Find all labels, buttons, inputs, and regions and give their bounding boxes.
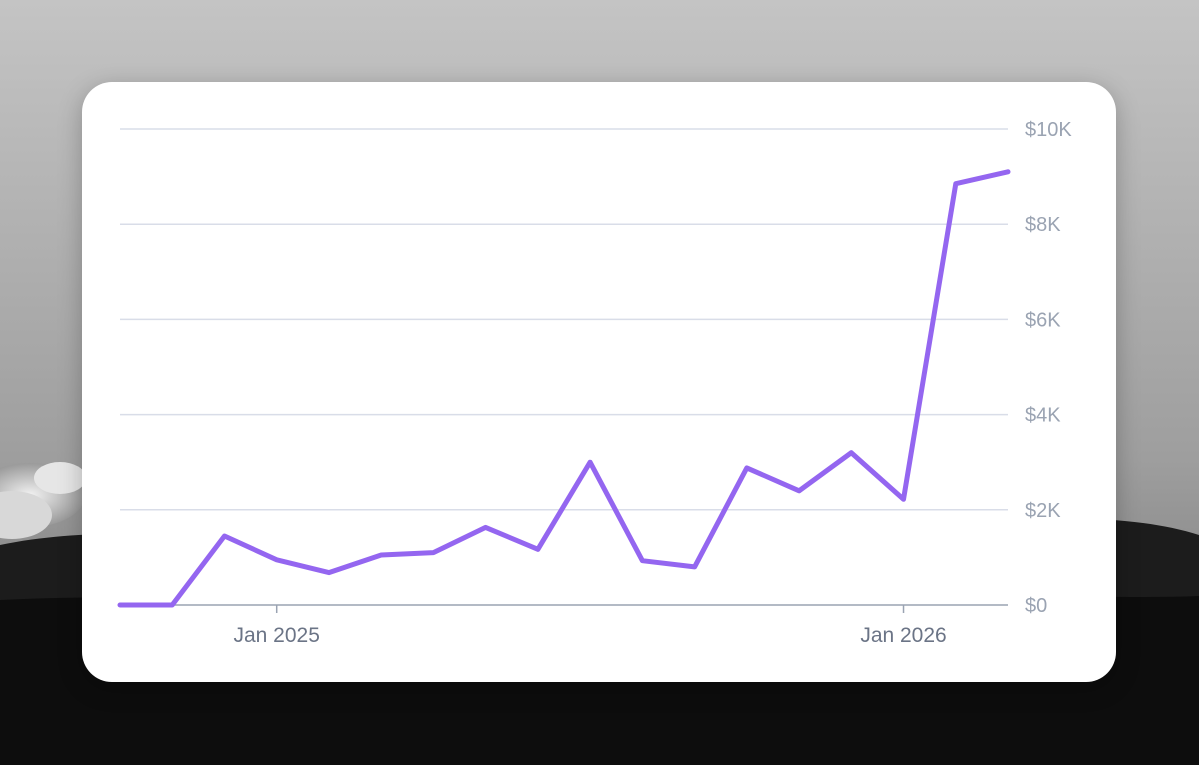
y-tick-label: $2K xyxy=(1025,500,1061,522)
clouds xyxy=(0,462,86,539)
series-layer xyxy=(117,169,1011,608)
gridlines xyxy=(120,128,1008,511)
x-axis-tick-labels: Jan 2025 Jan 2026 xyxy=(233,624,946,647)
y-axis-tick-labels: $0 $2K $4K $6K $8K $10K xyxy=(1025,119,1072,617)
chart-card: $0 $2K $4K $6K $8K $10K Jan 2025 Jan 2026 xyxy=(82,82,1116,682)
y-tick-label: $0 xyxy=(1025,595,1047,617)
series-line xyxy=(117,169,1011,608)
y-tick-label: $6K xyxy=(1025,309,1061,331)
y-tick-label: $10K xyxy=(1025,119,1072,141)
x-tick-label: Jan 2026 xyxy=(860,624,946,647)
x-axis xyxy=(120,604,1008,613)
y-tick-label: $8K xyxy=(1025,214,1061,236)
x-tick-label: Jan 2025 xyxy=(233,624,319,647)
line-chart: $0 $2K $4K $6K $8K $10K Jan 2025 Jan 2026 xyxy=(117,119,1072,647)
y-tick-label: $4K xyxy=(1025,405,1061,427)
